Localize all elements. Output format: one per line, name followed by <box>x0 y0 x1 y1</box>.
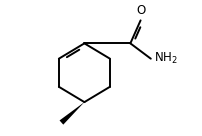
Polygon shape <box>60 102 84 125</box>
Text: O: O <box>137 4 146 17</box>
Text: NH$_2$: NH$_2$ <box>154 51 178 66</box>
